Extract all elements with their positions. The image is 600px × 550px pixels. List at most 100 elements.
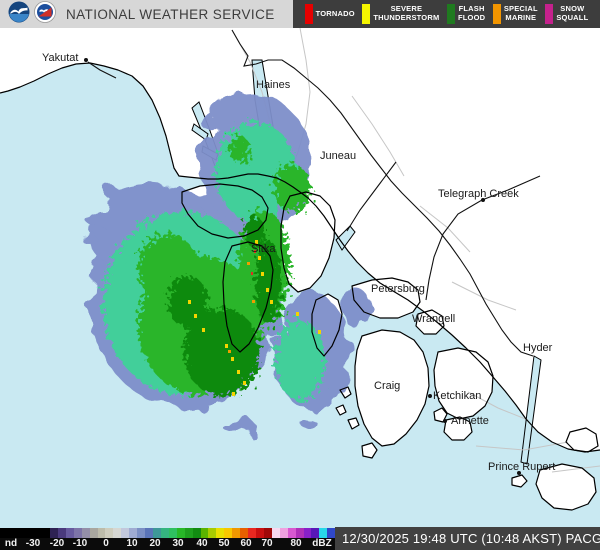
colorbar-segment	[129, 528, 138, 538]
radar-echo-red-specks	[251, 250, 256, 275]
warning-label: SPECIAL MARINE	[503, 4, 538, 22]
colorbar-segment	[192, 528, 201, 538]
colorbar-segment	[271, 528, 280, 538]
warning-label: SEVERE THUNDERSTORM	[373, 4, 440, 22]
city-label-telegraph-creek: Telegraph Creek	[438, 188, 519, 200]
nws-logo-icon	[34, 0, 56, 28]
colorbar-segment	[97, 528, 106, 538]
colorbar-segment	[145, 528, 153, 538]
warning-legend-item: SPECIAL MARINE	[492, 4, 538, 24]
warning-legend-item: SEVERE THUNDERSTORM	[362, 4, 439, 24]
colorbar-tick: 40	[196, 538, 208, 549]
colorbar-segment	[105, 528, 114, 538]
colorbar-segment	[255, 528, 264, 538]
colorbar-segment	[184, 528, 193, 538]
colorbar-segment	[121, 528, 130, 538]
colorbar-segment	[248, 528, 256, 538]
colorbar-segment	[287, 528, 296, 538]
colorbar-segment	[240, 528, 249, 538]
colorbar-segment	[263, 528, 272, 538]
colorbar-segment	[89, 528, 98, 538]
colorbar-segment	[295, 528, 304, 538]
city-marker	[84, 58, 88, 62]
city-label-ketchikan: Ketchikan	[433, 390, 481, 402]
colorbar-segment	[168, 528, 177, 538]
city-label-hyder: Hyder	[523, 342, 553, 354]
city-marker	[428, 394, 432, 398]
colorbar-segment	[279, 528, 288, 538]
colorbar-segment	[224, 528, 233, 538]
colorbar-tick: 80	[290, 538, 302, 549]
city-label-yakutat: Yakutat	[42, 52, 79, 64]
header-bar: NATIONAL WEATHER SERVICE TORNADO SEVERE TH…	[0, 0, 600, 28]
city-label-layer: Yakutat Haines Juneau Telegraph Creek Sitka P…	[42, 52, 555, 475]
city-marker	[443, 419, 447, 423]
colorbar-tick: 10	[126, 538, 138, 549]
warning-color-swatch	[446, 4, 455, 24]
city-label-craig: Craig	[374, 380, 400, 392]
city-marker	[517, 471, 521, 475]
warning-color-swatch	[492, 4, 501, 24]
radar-echo-yellow-specks	[188, 240, 321, 396]
city-label-annette: Annette	[451, 415, 489, 427]
radar-echo-orange-specks	[228, 262, 255, 353]
timestamp-text: 12/30/2025 19:48 UTC (10:48 AKST) PACG	[342, 531, 600, 546]
colorbar-tick: nd	[4, 538, 18, 549]
colorbar-tick: 30	[172, 538, 184, 549]
warning-legend-item: TORNADO	[304, 4, 355, 24]
warning-label: FLASH FLOOD	[457, 4, 486, 22]
colorbar-segment	[113, 528, 122, 538]
colorbar-segment	[208, 528, 217, 538]
warning-legend-item: FLASH FLOOD	[446, 4, 486, 24]
city-label-juneau: Juneau	[320, 150, 356, 162]
app-title: NATIONAL WEATHER SERVICE	[66, 6, 275, 22]
warning-color-swatch	[362, 4, 371, 24]
city-label-prince-rupert: Prince Rupert	[488, 461, 555, 473]
header-branding: NATIONAL WEATHER SERVICE	[0, 0, 275, 28]
city-label-wrangell: Wrangell	[412, 313, 455, 325]
colorbar-nd-segment	[0, 528, 50, 538]
colorbar-segment	[319, 528, 328, 538]
colorbar-segment	[232, 528, 241, 538]
noaa-logo-icon	[8, 1, 30, 28]
border-river-layer	[87, 29, 541, 357]
colorbar-tick: 50	[218, 538, 230, 549]
colorbar-segment	[200, 528, 209, 538]
colorbar-gradient	[50, 528, 336, 538]
warning-label: TORNADO	[315, 8, 355, 18]
colorbar-segment	[73, 528, 82, 538]
colorbar-segment	[152, 528, 161, 538]
colorbar-segment	[65, 528, 74, 538]
reflectivity-colorbar: nd -30 -20 -10 0 10 20 30 40 50 60 70 80 dBZ	[0, 528, 336, 550]
colorbar-tick: 70	[261, 538, 273, 549]
warning-legend-item: SNOW SQUALL	[545, 4, 588, 24]
colorbar-segment	[311, 528, 320, 538]
map-canvas: Yakutat Haines Juneau Telegraph Creek Sitka P…	[0, 27, 600, 550]
warning-legend: TORNADO SEVERE THUNDERSTORM FLASH FLOOD SPECI…	[293, 0, 600, 28]
warning-color-swatch	[545, 4, 554, 24]
city-marker	[481, 198, 485, 202]
colorbar-segment	[50, 528, 58, 538]
status-bar: 12/30/2025 19:48 UTC (10:48 AKST) PACG	[335, 527, 600, 550]
radar-map[interactable]: Yakutat Haines Juneau Telegraph Creek Sitka P…	[0, 27, 600, 550]
colorbar-segment	[176, 528, 185, 538]
colorbar-tick: -10	[72, 538, 88, 549]
colorbar-tick: -30	[25, 538, 41, 549]
colorbar-segment	[216, 528, 225, 538]
colorbar-segment	[327, 528, 336, 538]
colorbar-strip	[0, 528, 336, 538]
warning-color-swatch	[304, 4, 313, 24]
colorbar-segment	[137, 528, 146, 538]
city-label-sitka: Sitka	[251, 243, 276, 255]
colorbar-tick: 20	[149, 538, 161, 549]
colorbar-segment	[81, 528, 90, 538]
colorbar-tick: 60	[240, 538, 252, 549]
city-label-petersburg: Petersburg	[371, 283, 425, 295]
colorbar-segment	[303, 528, 312, 538]
city-label-haines: Haines	[256, 79, 291, 91]
warning-label: SNOW SQUALL	[556, 4, 589, 22]
colorbar-tick: dBZ	[312, 538, 332, 549]
colorbar-tick: 0	[103, 538, 109, 549]
colorbar-segment	[160, 528, 169, 538]
